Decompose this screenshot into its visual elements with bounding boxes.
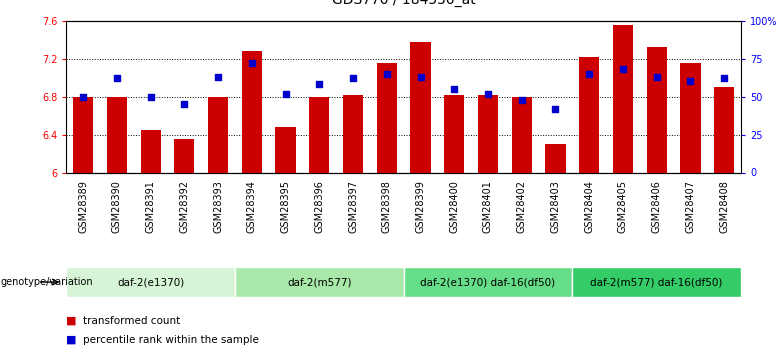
Text: GSM28397: GSM28397 [348, 180, 358, 233]
Point [212, 74, 225, 80]
Point [651, 74, 663, 80]
Bar [410, 42, 431, 172]
Bar [680, 63, 700, 172]
Text: GSM28392: GSM28392 [179, 180, 190, 233]
Point [111, 76, 123, 81]
Point [144, 94, 157, 99]
Bar [343, 95, 363, 172]
Text: GSM28402: GSM28402 [516, 180, 526, 233]
Point [482, 91, 495, 96]
Text: GSM28400: GSM28400 [449, 180, 459, 233]
Point [313, 82, 325, 87]
Bar [107, 97, 127, 172]
Bar [647, 47, 667, 172]
Text: GSM28406: GSM28406 [651, 180, 661, 233]
Point [246, 60, 258, 66]
Point [279, 91, 292, 96]
Bar [174, 139, 194, 172]
Bar [478, 95, 498, 172]
Text: genotype/variation: genotype/variation [1, 277, 94, 287]
Text: ■: ■ [66, 335, 76, 345]
Bar [714, 87, 734, 172]
Bar [579, 57, 599, 172]
Text: GSM28395: GSM28395 [281, 180, 291, 233]
Point [381, 71, 393, 77]
Text: GSM28404: GSM28404 [584, 180, 594, 233]
Bar [404, 267, 573, 297]
Bar [512, 97, 532, 172]
Bar [66, 267, 235, 297]
Text: GSM28399: GSM28399 [416, 180, 426, 233]
Bar [613, 26, 633, 172]
Text: GSM28405: GSM28405 [618, 180, 628, 233]
Point [77, 94, 90, 99]
Point [414, 74, 427, 80]
Bar [208, 97, 229, 172]
Text: GSM28396: GSM28396 [314, 180, 324, 233]
Bar [73, 97, 94, 172]
Bar [242, 51, 262, 172]
Bar [235, 267, 404, 297]
Text: GSM28393: GSM28393 [213, 180, 223, 233]
Bar [545, 144, 565, 172]
Point [347, 76, 360, 81]
Bar [275, 127, 296, 172]
Point [684, 79, 697, 84]
Bar [377, 63, 397, 172]
Text: GDS770 / 184550_at: GDS770 / 184550_at [332, 0, 476, 7]
Point [549, 106, 562, 111]
Bar [309, 97, 329, 172]
Text: ■: ■ [66, 316, 76, 326]
Point [178, 101, 190, 107]
Point [583, 71, 595, 77]
Point [448, 86, 460, 92]
Bar [140, 130, 161, 172]
Text: GSM28403: GSM28403 [551, 180, 561, 233]
Point [718, 76, 730, 81]
Text: GSM28394: GSM28394 [246, 180, 257, 233]
Text: GSM28398: GSM28398 [381, 180, 392, 233]
Text: GSM28390: GSM28390 [112, 180, 122, 233]
Text: GSM28408: GSM28408 [719, 180, 729, 233]
Bar [444, 95, 464, 172]
Bar [573, 267, 741, 297]
Text: GSM28391: GSM28391 [146, 180, 156, 233]
Text: GSM28401: GSM28401 [483, 180, 493, 233]
Point [617, 67, 629, 72]
Point [516, 97, 528, 102]
Text: transformed count: transformed count [83, 316, 181, 326]
Text: daf-2(m577) daf-16(df50): daf-2(m577) daf-16(df50) [590, 277, 723, 287]
Text: GSM28407: GSM28407 [686, 180, 696, 233]
Text: daf-2(m577): daf-2(m577) [287, 277, 352, 287]
Text: GSM28389: GSM28389 [78, 180, 88, 233]
Text: daf-2(e1370): daf-2(e1370) [117, 277, 184, 287]
Text: daf-2(e1370) daf-16(df50): daf-2(e1370) daf-16(df50) [420, 277, 555, 287]
Text: percentile rank within the sample: percentile rank within the sample [83, 335, 259, 345]
